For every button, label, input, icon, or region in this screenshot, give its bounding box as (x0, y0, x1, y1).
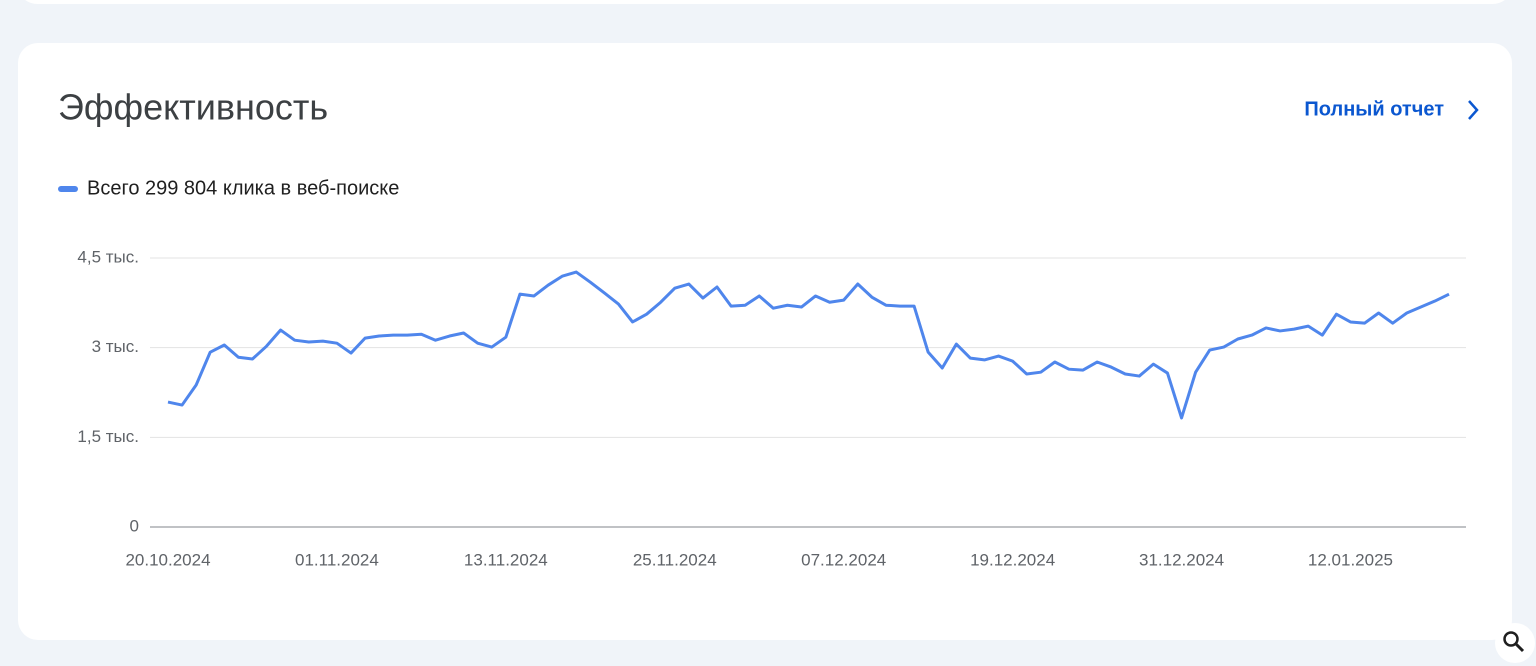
series-line (167, 270, 1450, 420)
full-report-link[interactable]: Полный отчет (1304, 98, 1479, 120)
x-tick-label: 07.12.2024 (801, 550, 886, 569)
x-tick-label: 12.01.2025 (1308, 550, 1393, 569)
y-tick-label: 4,5 тыс. (77, 247, 139, 266)
y-tick-label: 0 (130, 516, 139, 535)
legend-label: Всего 299 804 клика в веб-поиске (87, 177, 399, 199)
y-tick-label: 3 тыс. (92, 337, 139, 356)
link-text[interactable]: Полный отчет (1304, 98, 1444, 120)
x-tick-label: 25.11.2024 (633, 550, 717, 569)
search-icon-handle[interactable] (1514, 642, 1525, 653)
x-tick-label: 19.12.2024 (970, 550, 1055, 569)
card (18, 43, 1512, 640)
x-tick-label: 20.10.2024 (125, 550, 210, 569)
x-tick-label: 01.11.2024 (295, 550, 379, 569)
chevron[interactable] (1468, 100, 1479, 120)
plot: 0 1,5 тыс. 3 тыс. 4,5 тыс. 20.10.2024 01.11.2… (77, 247, 1466, 569)
x-tick-label: 31.12.2024 (1139, 550, 1224, 569)
previous-card (25, 0, 1505, 4)
x-tick-label: 13.11.2024 (464, 550, 548, 569)
card-title: Эффективность (58, 87, 328, 128)
y-tick-label: 1,5 тыс. (77, 427, 139, 446)
search-icon[interactable] (1503, 631, 1519, 647)
